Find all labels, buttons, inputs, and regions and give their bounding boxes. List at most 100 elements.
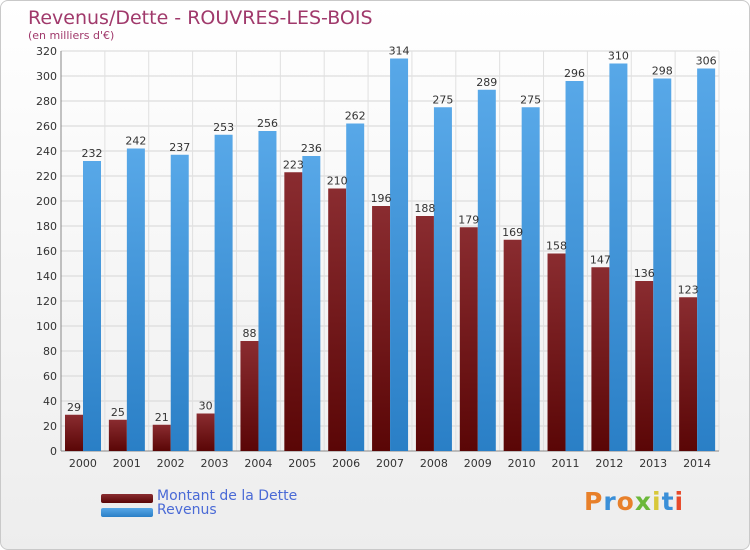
bar-debt	[240, 341, 259, 451]
bar-revenus	[126, 148, 145, 451]
bar-revenus	[521, 107, 540, 451]
bar-revenus	[609, 63, 628, 451]
bar-debt	[328, 188, 347, 451]
y-tick-label: 120	[36, 295, 57, 308]
logo-letter: x	[634, 487, 652, 516]
logo-letter: P	[584, 487, 604, 516]
bar-debt	[459, 227, 478, 451]
data-label-debt: 210	[327, 175, 348, 188]
data-label-revenus: 256	[257, 117, 278, 130]
legend-swatch-debt	[101, 494, 153, 503]
legend-label-debt: Montant de la Dette	[157, 488, 298, 504]
data-label-debt: 169	[502, 226, 523, 239]
y-tick-label: 300	[36, 70, 57, 83]
data-label-debt: 196	[371, 192, 392, 205]
bar-debt	[372, 206, 391, 451]
bar-revenus	[83, 161, 101, 451]
data-label-debt: 88	[242, 327, 256, 340]
bar-revenus	[390, 58, 409, 451]
bar-revenus	[258, 131, 277, 451]
bar-revenus	[346, 123, 365, 451]
data-label-debt: 25	[111, 406, 125, 419]
x-tick-label: 2004	[244, 457, 272, 470]
y-tick-label: 80	[43, 345, 57, 358]
data-label-revenus: 232	[82, 147, 103, 160]
data-label-revenus: 296	[564, 67, 585, 80]
y-tick-label: 20	[43, 420, 57, 433]
bar-debt	[152, 424, 171, 451]
data-label-debt: 136	[634, 267, 655, 280]
data-label-debt: 29	[67, 401, 81, 414]
y-tick-label: 0	[50, 445, 57, 458]
bar-debt	[679, 297, 698, 451]
y-tick-label: 260	[36, 120, 57, 133]
x-tick-label: 2002	[157, 457, 185, 470]
x-tick-label: 2007	[376, 457, 404, 470]
data-label-debt: 158	[546, 240, 567, 253]
chart-subtitle: (en milliers d'€)	[28, 29, 115, 42]
y-tick-label: 320	[36, 45, 57, 58]
bar-debt	[415, 216, 434, 451]
x-tick-label: 2000	[69, 457, 97, 470]
data-label-revenus: 314	[389, 45, 410, 58]
data-label-revenus: 253	[213, 121, 234, 134]
data-label-revenus: 242	[125, 135, 146, 148]
x-tick-label: 2009	[464, 457, 492, 470]
x-tick-label: 2013	[639, 457, 667, 470]
bar-revenus	[433, 107, 452, 451]
x-tick-label: 2011	[551, 457, 579, 470]
bar-debt	[591, 267, 610, 451]
logo-letter: t	[661, 487, 675, 516]
data-label-revenus: 275	[432, 93, 453, 106]
bar-revenus	[697, 68, 716, 451]
y-tick-label: 160	[36, 245, 57, 258]
x-tick-label: 2003	[201, 457, 229, 470]
bar-revenus	[653, 78, 672, 451]
bar-debt	[635, 281, 654, 451]
x-tick-label: 2010	[508, 457, 536, 470]
bar-revenus	[477, 89, 496, 451]
data-label-revenus: 310	[608, 50, 629, 63]
legend-label-revenus: Revenus	[157, 502, 217, 518]
bar-debt	[284, 172, 303, 451]
x-tick-label: 2012	[595, 457, 623, 470]
x-tick-label: 2014	[683, 457, 711, 470]
y-tick-label: 40	[43, 395, 57, 408]
data-label-debt: 30	[199, 400, 213, 413]
logo-letter: o	[616, 487, 635, 516]
data-label-revenus: 275	[520, 93, 541, 106]
bar-debt	[547, 253, 566, 451]
data-label-revenus: 289	[476, 76, 497, 89]
bar-debt	[108, 419, 127, 451]
data-label-revenus: 237	[169, 141, 190, 154]
x-tick-label: 2006	[332, 457, 360, 470]
data-label-debt: 188	[414, 202, 435, 215]
data-label-debt: 123	[678, 283, 699, 296]
y-tick-label: 200	[36, 195, 57, 208]
y-tick-label: 100	[36, 320, 57, 333]
data-label-debt: 21	[155, 411, 169, 424]
chart-title: Revenus/Dette - ROUVRES-LES-BOIS	[28, 7, 373, 29]
logo-letter: i	[652, 487, 662, 516]
x-tick-label: 2001	[113, 457, 141, 470]
data-label-debt: 179	[458, 213, 479, 226]
bar-revenus	[214, 134, 233, 451]
bar-debt	[503, 239, 522, 451]
bar-debt	[196, 413, 215, 451]
label-layer: 0 20 40 60 80 100 120 140 160 180 200 220 240 260 280 3…	[36, 45, 717, 471]
y-tick-label: 180	[36, 220, 57, 233]
y-tick-label: 240	[36, 145, 57, 158]
y-tick-label: 140	[36, 270, 57, 283]
data-label-revenus: 306	[696, 55, 717, 68]
x-tick-label: 2005	[288, 457, 316, 470]
y-tick-label: 220	[36, 170, 57, 183]
x-tick-label: 2008	[420, 457, 448, 470]
proxiti-logo: Proxiti	[584, 487, 684, 516]
bar-layer	[65, 58, 716, 451]
data-label-debt: 147	[590, 253, 611, 266]
y-tick-label: 60	[43, 370, 57, 383]
logo-letter: r	[603, 487, 617, 516]
bar-revenus	[565, 81, 584, 451]
